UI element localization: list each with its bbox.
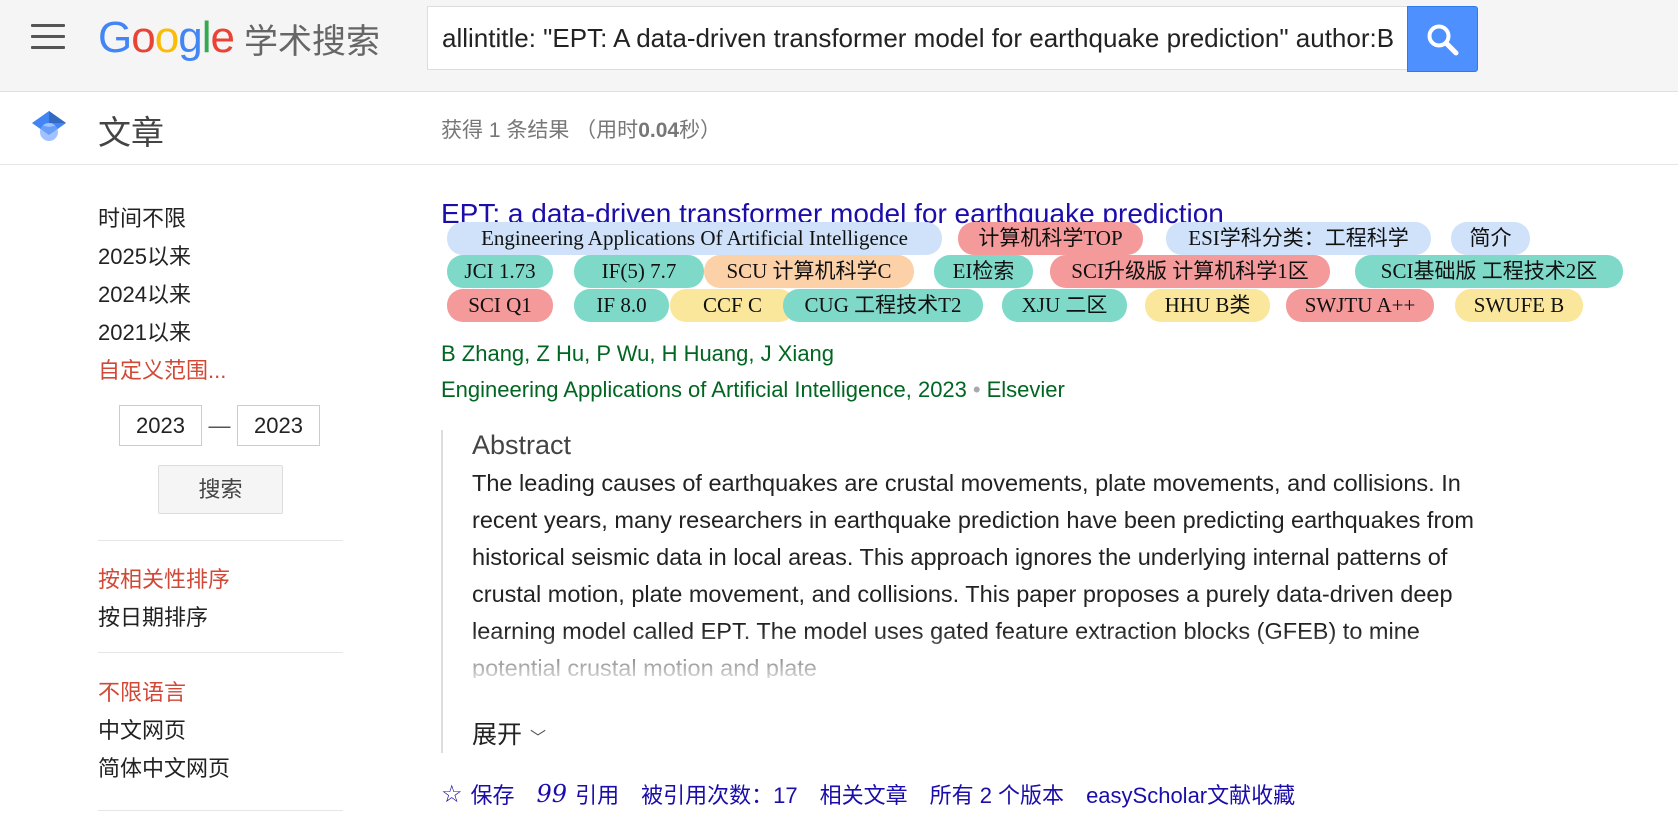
venue-line: Engineering Applications of Artificial I… xyxy=(441,377,1065,403)
year-to-input[interactable] xyxy=(237,405,320,446)
journal-rank-badge[interactable]: SWJTU A++ xyxy=(1286,289,1434,322)
logo-letter: o xyxy=(131,13,156,62)
logo-letter: o xyxy=(154,13,180,62)
result-stats: 获得 1 条结果 （用时0.04秒） xyxy=(441,114,721,144)
time-filter-list: 时间不限 2025以来 2024以来 2021以来自定义范围... xyxy=(98,200,343,390)
magnifier-icon xyxy=(1427,24,1459,56)
journal-rank-badge[interactable]: SCU 计算机科学C xyxy=(704,255,914,288)
journal-rank-badge[interactable]: CUG 工程技术T2 xyxy=(783,289,983,322)
logo-letter: G xyxy=(98,13,132,62)
top-bar: Google 学术搜索 xyxy=(0,0,1678,92)
journal-rank-badge[interactable]: Engineering Applications Of Artificial I… xyxy=(447,222,942,255)
result-actions: ☆ 保存 99 引用 被引用次数：17 相关文章 所有 2 个版本 easyScho… xyxy=(441,778,1317,810)
journal-rank-badge[interactable]: 简介 xyxy=(1451,222,1530,255)
year-search-button[interactable]: 搜索 xyxy=(158,465,283,514)
sidebar-divider xyxy=(98,810,343,811)
search-box xyxy=(427,6,1408,70)
google-scholar-logo[interactable]: Google 学术搜索 xyxy=(98,8,380,68)
year-range-dash: — xyxy=(208,412,231,438)
cite-button[interactable]: 99 引用 xyxy=(537,778,620,810)
publisher-link[interactable]: Elsevier xyxy=(986,377,1065,402)
time-filter-item[interactable]: 2024以来 xyxy=(98,282,191,307)
journal-rank-badge[interactable]: HHU B类 xyxy=(1145,289,1270,322)
save-button[interactable]: ☆ 保存 xyxy=(441,778,515,810)
sort-option[interactable]: 按相关性排序 xyxy=(98,567,231,592)
save-label: 保存 xyxy=(470,783,515,808)
journal-rank-badge[interactable]: JCI 1.73 xyxy=(447,255,553,288)
language-option[interactable]: 中文网页 xyxy=(98,718,187,743)
search-button[interactable] xyxy=(1407,6,1478,72)
time-filter-item[interactable]: 2025以来 xyxy=(98,244,191,269)
logo-letter: g xyxy=(178,13,203,62)
custom-year-range: — xyxy=(119,405,320,446)
star-icon: ☆ xyxy=(441,780,463,808)
easyscholar-collect-link[interactable]: easyScholar文献收藏 xyxy=(1086,783,1296,808)
sidebar-divider xyxy=(98,540,343,541)
journal-rank-badge[interactable]: ESI学科分类：工程科学 xyxy=(1166,222,1431,255)
author-link[interactable]: J Xiang xyxy=(760,341,835,366)
sort-option[interactable]: 按日期排序 xyxy=(98,605,209,630)
time-filter-item[interactable]: 自定义范围... xyxy=(98,358,227,383)
author-link[interactable]: B Zhang xyxy=(441,341,525,366)
chevron-down-icon: ﹀ xyxy=(530,730,547,747)
year-from-input[interactable] xyxy=(119,405,202,446)
cite-label: 引用 xyxy=(575,783,620,808)
stats-suffix: 秒） xyxy=(679,119,722,142)
abstract-fade xyxy=(472,630,1512,680)
hamburger-menu-icon[interactable] xyxy=(31,24,65,50)
sub-bar xyxy=(0,91,1678,165)
journal-rank-badge[interactable]: CCF C xyxy=(670,289,795,322)
logo-subtitle: 学术搜索 xyxy=(243,21,380,62)
journal-rank-badge[interactable]: IF(5) 7.7 xyxy=(574,255,704,288)
time-filter-item[interactable]: 时间不限 xyxy=(98,206,187,231)
stats-time: 0.04 xyxy=(638,119,680,142)
sort-list: 按相关性排序 按日期排序 xyxy=(98,561,230,637)
scholar-cap-icon xyxy=(32,111,66,141)
language-list: 不限语言中文网页简体中文网页 xyxy=(98,674,230,788)
venue-text: Engineering Applications of Artificial I… xyxy=(441,377,967,402)
logo-letter: e xyxy=(210,13,235,62)
journal-rank-badge[interactable]: SCI Q1 xyxy=(447,289,553,322)
journal-rank-badge[interactable]: EI检索 xyxy=(934,255,1033,288)
author-link[interactable]: P Wu xyxy=(596,341,650,366)
time-filter-item[interactable]: 2021以来 xyxy=(98,320,191,345)
sidebar-divider xyxy=(98,652,343,653)
journal-rank-badge[interactable]: SCI基础版 工程技术2区 xyxy=(1355,255,1623,288)
author-link[interactable]: Z Hu xyxy=(536,341,585,366)
related-articles-link[interactable]: 相关文章 xyxy=(819,783,908,808)
search-input[interactable] xyxy=(428,7,1408,69)
all-versions-link[interactable]: 所有 2 个版本 xyxy=(929,783,1065,808)
abstract-title: Abstract xyxy=(472,430,572,460)
language-option[interactable]: 不限语言 xyxy=(98,680,187,705)
journal-rank-badge[interactable]: 计算机科学TOP xyxy=(958,222,1143,255)
cited-by-link[interactable]: 被引用次数：17 xyxy=(641,783,798,808)
expand-label: 展开 xyxy=(472,721,523,749)
google-logo-text: Google xyxy=(98,13,235,63)
venue-separator: • xyxy=(972,377,981,402)
logo-letter: l xyxy=(201,13,212,62)
expand-abstract-button[interactable]: 展开 ﹀ xyxy=(472,715,546,751)
language-option[interactable]: 简体中文网页 xyxy=(98,756,231,781)
quote-icon: 99 xyxy=(536,780,568,808)
journal-rank-badge[interactable]: IF 8.0 xyxy=(574,289,669,322)
section-title: 文章 xyxy=(98,114,164,151)
author-list: B Zhang, Z Hu, P Wu, H Huang, J Xiang xyxy=(441,341,835,366)
journal-rank-badge[interactable]: XJU 二区 xyxy=(1002,289,1127,322)
sidebar: 时间不限 2025以来 2024以来 2021以来自定义范围... xyxy=(98,200,343,390)
abstract-block: Abstract The leading causes of earthquak… xyxy=(441,430,1523,753)
journal-rank-badge[interactable]: SWUFE B xyxy=(1455,289,1583,322)
journal-rank-badge[interactable]: SCI升级版 计算机科学1区 xyxy=(1050,255,1330,288)
stats-prefix: 获得 1 条结果 （用时 xyxy=(441,119,639,142)
author-link[interactable]: H Huang xyxy=(661,341,749,366)
